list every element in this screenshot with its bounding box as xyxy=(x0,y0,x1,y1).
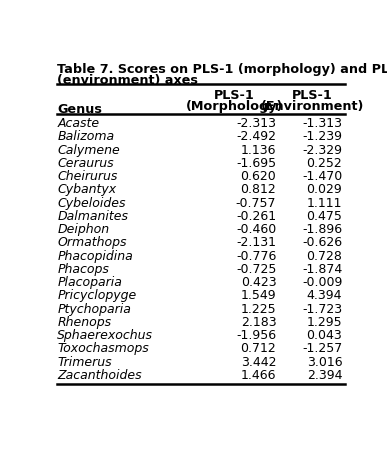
Text: -2.131: -2.131 xyxy=(236,236,276,250)
Text: -1.874: -1.874 xyxy=(302,263,342,276)
Text: Phacops: Phacops xyxy=(57,263,109,276)
Text: -0.261: -0.261 xyxy=(236,210,276,223)
Text: -0.725: -0.725 xyxy=(236,263,276,276)
Text: -0.460: -0.460 xyxy=(236,223,276,236)
Text: Phacopidina: Phacopidina xyxy=(57,250,133,263)
Text: Table 7. Scores on PLS-1 (morphology) and PLS-1: Table 7. Scores on PLS-1 (morphology) an… xyxy=(57,63,387,76)
Text: 1.549: 1.549 xyxy=(241,289,276,303)
Text: Genus: Genus xyxy=(57,103,102,116)
Text: 0.475: 0.475 xyxy=(307,210,342,223)
Text: Sphaerexochus: Sphaerexochus xyxy=(57,329,153,342)
Text: 0.029: 0.029 xyxy=(307,183,342,197)
Text: 0.423: 0.423 xyxy=(241,276,276,289)
Text: 0.043: 0.043 xyxy=(307,329,342,342)
Text: 3.442: 3.442 xyxy=(241,356,276,369)
Text: 0.712: 0.712 xyxy=(241,342,276,356)
Text: Cybantyx: Cybantyx xyxy=(57,183,116,197)
Text: -2.492: -2.492 xyxy=(236,130,276,144)
Text: Deiphon: Deiphon xyxy=(57,223,110,236)
Text: Dalmanites: Dalmanites xyxy=(57,210,128,223)
Text: Ceraurus: Ceraurus xyxy=(57,157,114,170)
Text: Acaste: Acaste xyxy=(57,117,99,130)
Text: PLS-1: PLS-1 xyxy=(214,89,255,102)
Text: Toxochasmops: Toxochasmops xyxy=(57,342,149,356)
Text: Pricyclopyge: Pricyclopyge xyxy=(57,289,137,303)
Text: 0.620: 0.620 xyxy=(241,170,276,183)
Text: Calymene: Calymene xyxy=(57,144,120,157)
Text: Cheirurus: Cheirurus xyxy=(57,170,118,183)
Text: 1.136: 1.136 xyxy=(241,144,276,157)
Text: Balizoma: Balizoma xyxy=(57,130,115,144)
Text: 0.728: 0.728 xyxy=(307,250,342,263)
Text: Placoparia: Placoparia xyxy=(57,276,122,289)
Text: (Morphology): (Morphology) xyxy=(186,100,283,113)
Text: -1.723: -1.723 xyxy=(302,303,342,316)
Text: -2.313: -2.313 xyxy=(236,117,276,130)
Text: PLS-1: PLS-1 xyxy=(292,89,333,102)
Text: 1.295: 1.295 xyxy=(307,316,342,329)
Text: 2.394: 2.394 xyxy=(307,369,342,382)
Text: -0.009: -0.009 xyxy=(302,276,342,289)
Text: Trimerus: Trimerus xyxy=(57,356,112,369)
Text: Rhenops: Rhenops xyxy=(57,316,111,329)
Text: 0.252: 0.252 xyxy=(307,157,342,170)
Text: -1.896: -1.896 xyxy=(302,223,342,236)
Text: 2.183: 2.183 xyxy=(241,316,276,329)
Text: -0.757: -0.757 xyxy=(236,197,276,210)
Text: -1.313: -1.313 xyxy=(302,117,342,130)
Text: -1.239: -1.239 xyxy=(302,130,342,144)
Text: 4.394: 4.394 xyxy=(307,289,342,303)
Text: -1.470: -1.470 xyxy=(302,170,342,183)
Text: (Environment): (Environment) xyxy=(260,100,364,113)
Text: Ptychoparia: Ptychoparia xyxy=(57,303,131,316)
Text: 0.812: 0.812 xyxy=(241,183,276,197)
Text: Cybeloides: Cybeloides xyxy=(57,197,126,210)
Text: -1.257: -1.257 xyxy=(302,342,342,356)
Text: (environment) axes: (environment) axes xyxy=(57,73,198,87)
Text: 3.016: 3.016 xyxy=(307,356,342,369)
Text: 1.111: 1.111 xyxy=(307,197,342,210)
Text: Zacanthoides: Zacanthoides xyxy=(57,369,142,382)
Text: -0.776: -0.776 xyxy=(236,250,276,263)
Text: 1.466: 1.466 xyxy=(241,369,276,382)
Text: -2.329: -2.329 xyxy=(302,144,342,157)
Text: -1.695: -1.695 xyxy=(236,157,276,170)
Text: Ormathops: Ormathops xyxy=(57,236,127,250)
Text: -1.956: -1.956 xyxy=(236,329,276,342)
Text: -0.626: -0.626 xyxy=(302,236,342,250)
Text: 1.225: 1.225 xyxy=(241,303,276,316)
